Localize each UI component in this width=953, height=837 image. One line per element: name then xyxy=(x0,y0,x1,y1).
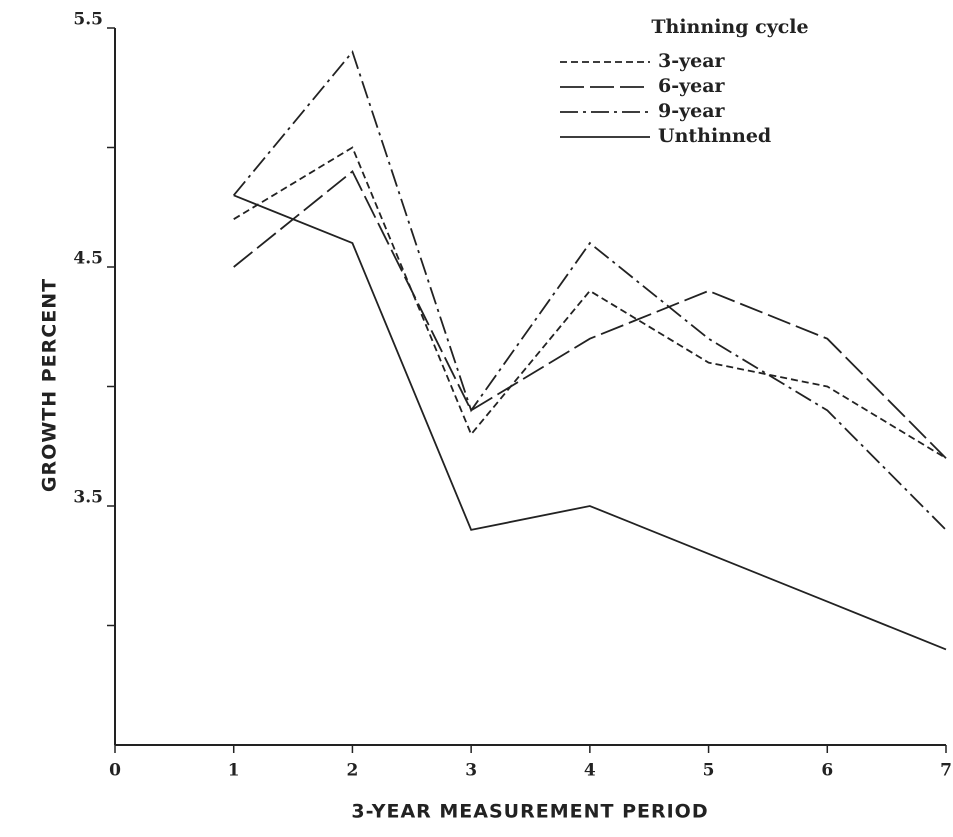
x-tick-label: 2 xyxy=(347,761,359,781)
x-tick-label: 7 xyxy=(940,761,952,781)
legend-label: Unthinned xyxy=(658,125,771,147)
x-tick-label: 4 xyxy=(584,761,596,781)
x-tick-label: 5 xyxy=(703,761,715,781)
y-tick-label: 5.5 xyxy=(73,10,103,30)
series-line xyxy=(233,50,947,531)
x-tick-label: 6 xyxy=(821,761,833,781)
legend-title: Thinning cycle xyxy=(651,16,808,38)
legend-label: 6-year xyxy=(658,75,726,97)
legend-label: 9-year xyxy=(658,100,726,122)
y-tick-label: 4.5 xyxy=(73,249,103,269)
x-tick-label: 0 xyxy=(109,761,121,781)
y-axis-label: GROWTH PERCENT xyxy=(39,278,61,492)
series-line xyxy=(233,169,947,459)
y-tick-label: 3.5 xyxy=(73,488,103,508)
x-tick-label: 3 xyxy=(465,761,477,781)
series-line xyxy=(233,146,947,459)
legend-label: 3-year xyxy=(658,50,726,72)
series-line xyxy=(233,194,947,651)
x-tick-label: 1 xyxy=(228,761,240,781)
x-axis-label: 3-YEAR MEASUREMENT PERIOD xyxy=(351,801,708,823)
